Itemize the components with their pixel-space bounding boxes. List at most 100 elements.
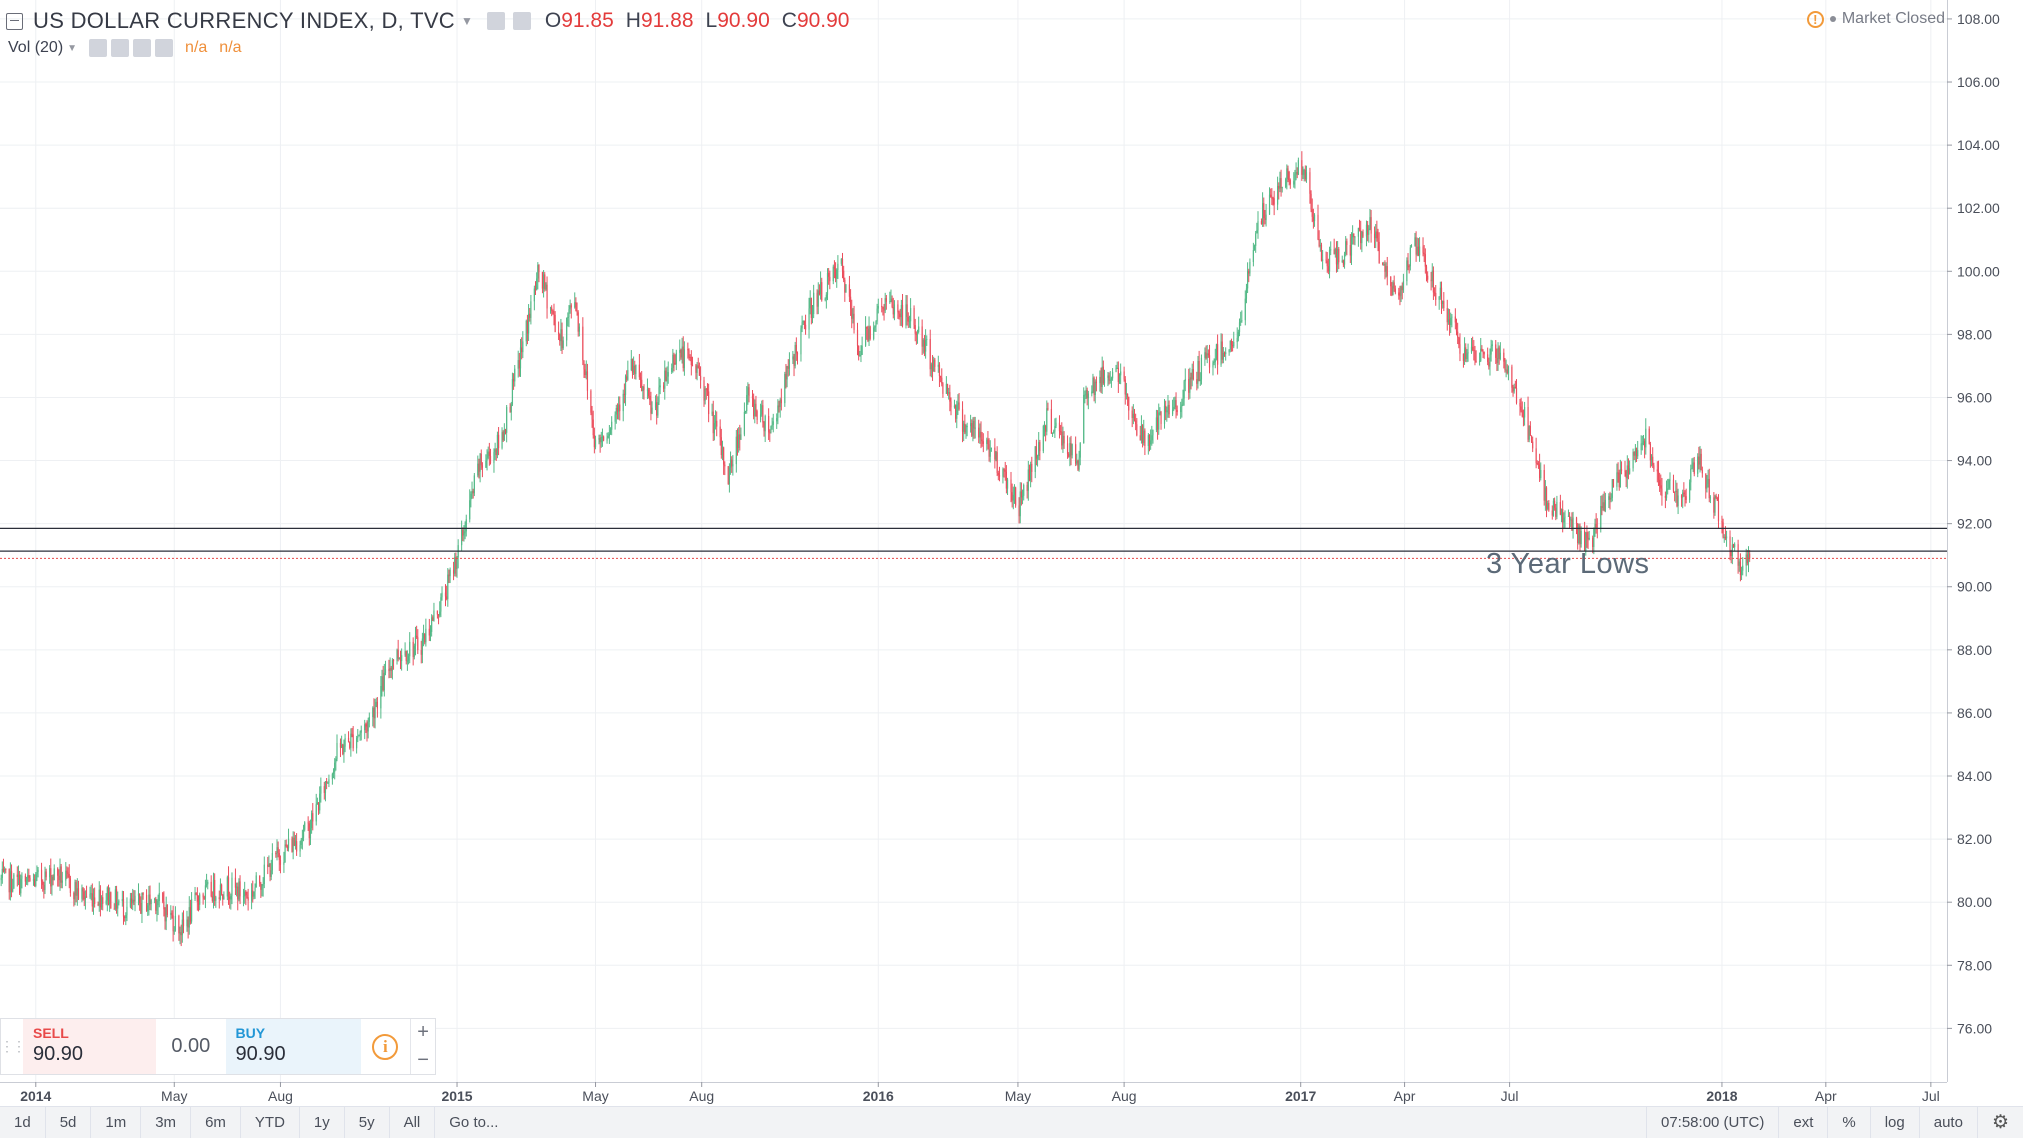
candle-body [1158, 412, 1160, 430]
candle-body [764, 415, 766, 432]
time-axis[interactable]: 2014 May Aug 2015 May Aug 2016 May Aug 2017 Apr Jul… [0, 1082, 1947, 1106]
candle-body [454, 557, 456, 574]
candle-body [302, 829, 305, 838]
sell-button[interactable]: SELL 90.90 [23, 1019, 157, 1074]
candle-body [129, 898, 132, 907]
range-1y[interactable]: 1y [300, 1107, 345, 1138]
candle-body [1512, 387, 1514, 392]
candle-body [756, 411, 758, 420]
candle-body [122, 899, 125, 917]
add-icon[interactable] [133, 39, 152, 57]
symbol-title[interactable]: US DOLLAR CURRENCY INDEX, D, TVC [33, 8, 455, 33]
settings-icon[interactable] [512, 12, 531, 30]
candle-body [53, 868, 55, 881]
eye-icon[interactable] [486, 12, 505, 30]
candle-body [949, 392, 951, 402]
candle-body [1109, 379, 1111, 381]
candle-body [210, 881, 212, 897]
candle-body [706, 389, 709, 392]
candle-body [34, 879, 36, 886]
candle-body [905, 304, 907, 326]
range-ytd[interactable]: YTD [241, 1107, 300, 1138]
candle-body [517, 360, 519, 369]
candle-body [1247, 270, 1249, 289]
drag-handle-icon[interactable]: ⋮⋮ [0, 1038, 26, 1054]
chart-settings-button[interactable]: ⚙ [1976, 1107, 2023, 1138]
candle-body [269, 863, 271, 877]
candle-body [1490, 346, 1492, 355]
candle-body [1722, 522, 1724, 538]
candle-body [1206, 353, 1208, 359]
candle-body [1742, 565, 1744, 571]
info-button[interactable]: i [361, 1019, 411, 1074]
market-status[interactable]: ! Market Closed [1806, 10, 1945, 28]
candle-body [1645, 428, 1647, 448]
close-icon[interactable] [155, 39, 174, 57]
candle-body [1192, 369, 1194, 380]
chevron-down-icon[interactable]: ▼ [67, 42, 78, 54]
settings-icon[interactable] [111, 39, 130, 57]
candle-body [1725, 536, 1728, 539]
candle-body [1184, 378, 1186, 382]
candle-body [456, 557, 458, 570]
candle-body [503, 429, 505, 441]
candle-body [578, 326, 580, 332]
price-chart[interactable]: 91.8591.1390.90 76.00 78.00 80.00 82.00 84.0… [0, 0, 2023, 1106]
candle-body [1320, 244, 1323, 261]
candle-body [238, 881, 240, 900]
candle-body [1386, 266, 1388, 277]
minus-button[interactable]: − [417, 1048, 429, 1071]
candle-body [971, 423, 973, 436]
candle-body [1594, 523, 1596, 528]
candle-body [212, 879, 215, 901]
candle-body [276, 847, 278, 855]
eye-icon[interactable] [89, 39, 108, 57]
candle-body [21, 875, 23, 879]
plus-button[interactable]: + [417, 1021, 429, 1044]
candle-body [1069, 443, 1071, 457]
ext-toggle[interactable]: ext [1778, 1107, 1827, 1138]
candle-body [1297, 160, 1299, 175]
log-toggle[interactable]: log [1869, 1107, 1919, 1138]
candle-body [1570, 519, 1572, 521]
collapse-icon[interactable] [6, 12, 23, 30]
candle-body [1616, 472, 1618, 487]
candle-body [1094, 381, 1096, 396]
range-1d[interactable]: 1d [0, 1107, 46, 1138]
candle-body [656, 402, 658, 416]
candle-body [1676, 490, 1678, 507]
range-all[interactable]: All [390, 1107, 436, 1138]
price-axis[interactable]: 76.00 78.00 80.00 82.00 84.00 86.00 88.00 90.00… [1947, 0, 2023, 1082]
goto-button[interactable]: Go to... [449, 1114, 499, 1131]
candle-body [1634, 448, 1636, 456]
candle-body [1642, 441, 1645, 444]
candle-body [1301, 160, 1303, 175]
candle-body [223, 896, 225, 900]
candle-body [141, 892, 143, 914]
candle-body [1617, 472, 1619, 474]
range-5d[interactable]: 5d [46, 1107, 92, 1138]
candle-body [436, 610, 439, 615]
volume-label[interactable]: Vol (20) [8, 39, 64, 56]
candle-body [1200, 357, 1203, 380]
range-1m[interactable]: 1m [91, 1107, 142, 1138]
buy-button[interactable]: BUY 90.90 [225, 1019, 361, 1074]
utc-time[interactable]: 07:58:00 (UTC) [1645, 1107, 1778, 1138]
x-tick-label: Apr [1815, 1088, 1837, 1104]
chevron-down-icon[interactable]: ▼ [460, 14, 473, 28]
range-6m[interactable]: 6m [191, 1107, 241, 1138]
candle-body [179, 932, 181, 934]
range-5y[interactable]: 5y [345, 1107, 390, 1138]
candle-body [1422, 246, 1424, 253]
candle-body [736, 436, 739, 448]
candle-body [1633, 452, 1635, 456]
percent-toggle[interactable]: % [1827, 1107, 1869, 1138]
x-tick-label: Aug [268, 1088, 293, 1104]
chart-annotation[interactable]: 3 Year Lows [1486, 548, 1650, 580]
candle-body [1706, 483, 1708, 489]
range-3m[interactable]: 3m [141, 1107, 192, 1138]
horizontal-lines[interactable]: 91.8591.1390.90 [0, 519, 2021, 579]
candle-body [323, 786, 325, 793]
candle-body [510, 404, 512, 413]
auto-toggle[interactable]: auto [1918, 1107, 1977, 1138]
